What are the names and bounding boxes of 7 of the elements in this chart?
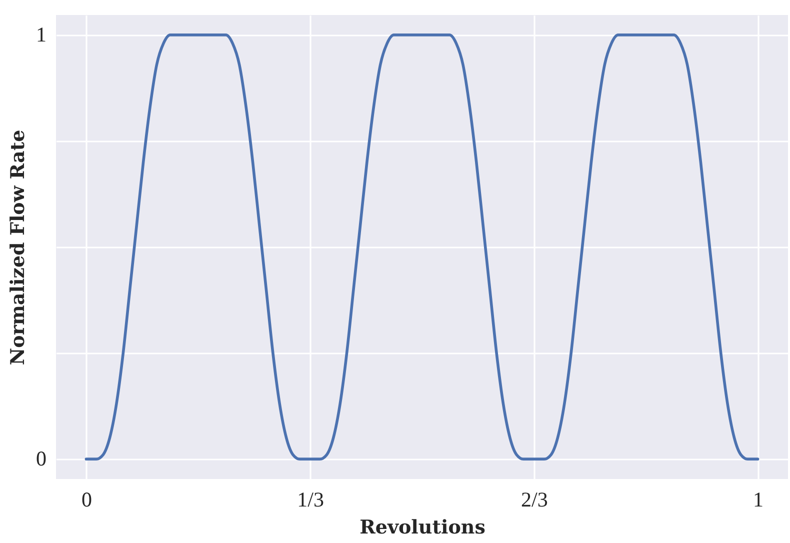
x-tick-label: 0 [81,488,92,512]
x-tick-label: 1 [753,488,764,512]
line-series [84,34,760,460]
x-tick-label: 2/3 [521,488,548,512]
y-axis-title: Normalized Flow Rate [7,130,29,366]
x-axis-title: Revolutions [360,516,486,538]
x-tick-label: 1/3 [297,488,324,512]
